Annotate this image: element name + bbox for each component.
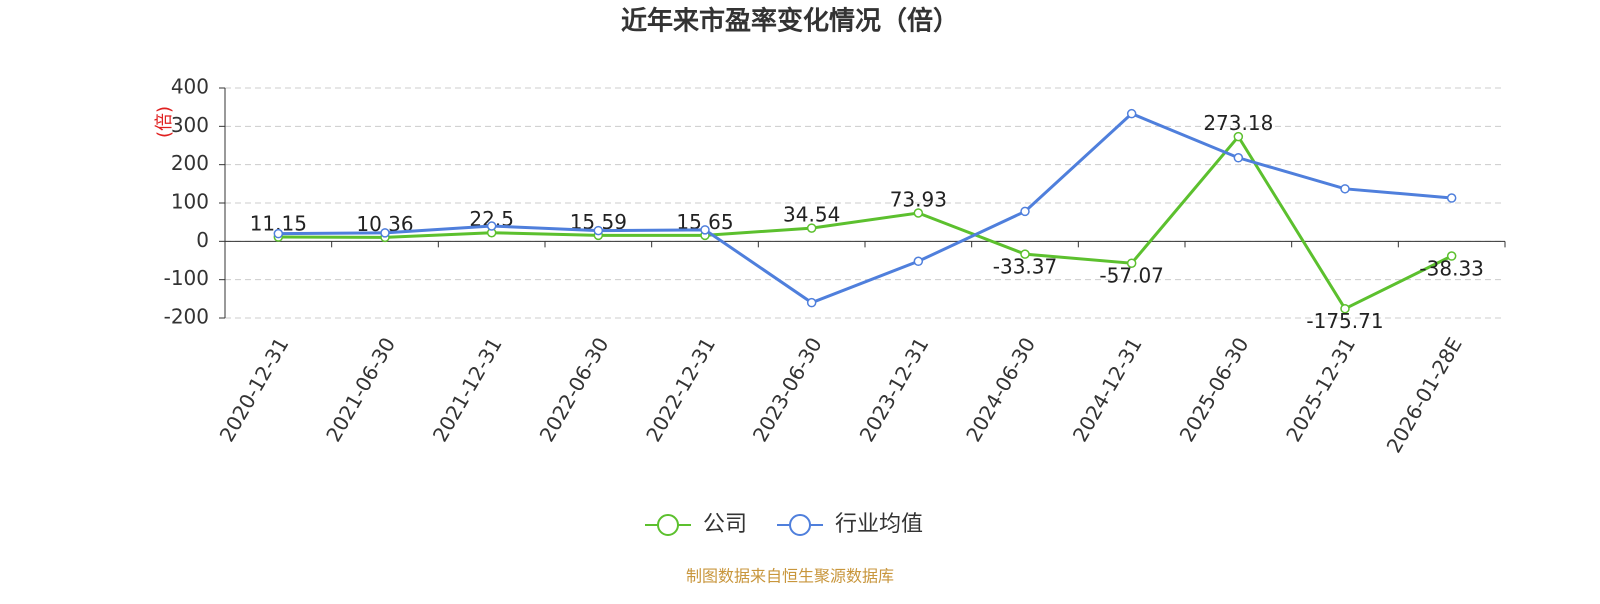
data-label: -33.37 [993, 255, 1057, 279]
series-line [278, 134, 1453, 311]
x-tick-label: 2025-12-31 [1281, 333, 1360, 446]
x-tick-label: 2021-12-31 [428, 333, 507, 446]
x-tick-label: 2023-06-30 [748, 333, 827, 446]
y-tick-label: 200 [171, 151, 209, 175]
data-point [1020, 249, 1030, 259]
chart-title: 近年来市盈率变化情况（倍） [621, 6, 959, 37]
y-tick-label: 0 [196, 228, 209, 252]
legend-label: 公司 [703, 512, 747, 537]
data-point [1126, 108, 1137, 119]
data-point [913, 208, 924, 218]
x-tick-label: 2024-06-30 [961, 333, 1040, 446]
y-tick-label: 100 [171, 190, 209, 214]
data-label: -57.07 [1099, 264, 1163, 288]
legend-marker [657, 514, 679, 536]
data-point [913, 256, 924, 267]
data-point [1126, 258, 1137, 268]
y-axis-label: (倍) [154, 106, 175, 138]
data-point [1233, 131, 1244, 142]
source-note: 制图数据来自恒生聚源数据库 [686, 567, 894, 586]
y-tick-label: 300 [171, 113, 209, 137]
y-tick-label: 400 [171, 75, 209, 99]
data-point [380, 228, 390, 238]
series-line [278, 111, 1452, 305]
legend-marker [789, 514, 812, 536]
data-point [273, 228, 284, 239]
y-tick-label: -200 [164, 305, 209, 329]
x-tick-label: 2026-01-28E [1382, 333, 1467, 457]
data-point [1446, 251, 1457, 261]
data-point [806, 223, 817, 233]
data-point [593, 225, 604, 236]
data-label: -175.71 [1306, 309, 1383, 333]
data-point [806, 297, 817, 308]
data-point [1020, 206, 1030, 217]
x-tick-label: 2022-12-31 [641, 333, 720, 446]
data-point [1446, 193, 1457, 203]
y-tick-label: -100 [164, 266, 209, 290]
x-tick-label: 2025-06-30 [1175, 333, 1254, 446]
x-tick-label: 2022-06-30 [535, 333, 614, 446]
data-point [1233, 153, 1244, 163]
data-label: 273.18 [1203, 111, 1273, 135]
x-tick-label: 2020-12-31 [215, 333, 294, 446]
data-point [1340, 184, 1350, 194]
x-tick-label: 2024-12-31 [1068, 333, 1147, 446]
data-label: -38.33 [1419, 257, 1483, 281]
data-label: 73.93 [890, 187, 947, 211]
data-label: 34.54 [783, 203, 840, 227]
data-point [700, 225, 710, 235]
data-point [1340, 303, 1350, 314]
x-tick-label: 2023-12-31 [855, 333, 934, 446]
legend-label: 行业均值 [835, 512, 923, 537]
x-tick-label: 2021-06-30 [321, 333, 400, 446]
data-point [486, 221, 497, 231]
